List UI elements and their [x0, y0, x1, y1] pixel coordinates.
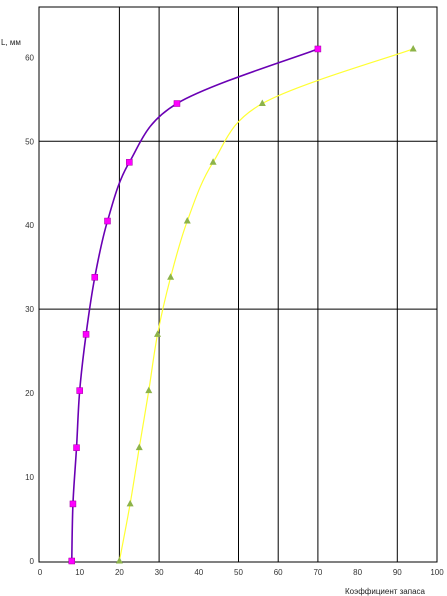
- y-tick-label: 50: [25, 137, 34, 146]
- series-1-point: [76, 387, 83, 394]
- series-2-point: [145, 386, 153, 394]
- series-1-point: [314, 45, 322, 53]
- x-tick-label: 10: [75, 568, 84, 577]
- x-tick-label: 90: [393, 568, 402, 577]
- y-tick-labels: 0 10 20 30 40 50 60: [25, 53, 34, 566]
- series-2-point: [154, 330, 162, 337]
- x-tick-label: 80: [353, 568, 362, 577]
- gridlines: [39, 7, 437, 562]
- series-2-point: [209, 158, 217, 165]
- series-2-point: [183, 217, 191, 224]
- series-1-point: [73, 444, 80, 451]
- series-2-point: [258, 99, 266, 107]
- series-1-point: [104, 217, 111, 225]
- x-tick-label: 20: [115, 568, 124, 577]
- x-tick-label: 70: [313, 568, 322, 577]
- series-1-point: [69, 500, 77, 508]
- y-tick-label: 20: [25, 389, 34, 398]
- x-axis-title: Коэффициент запаса: [345, 587, 426, 596]
- plot-frame: [38, 6, 438, 563]
- x-tick-label: 50: [234, 568, 243, 577]
- y-tick-label: 30: [25, 305, 34, 314]
- series-1-point: [91, 274, 99, 281]
- x-tick-label: 60: [274, 568, 283, 577]
- x-tick-label: 100: [430, 568, 444, 577]
- series-1-point: [82, 331, 90, 338]
- series-2-point: [409, 44, 417, 52]
- y-tick-label: 0: [30, 557, 35, 566]
- x-tick-labels: 0 10 20 30 40 50 60 70 80 90 100: [38, 568, 444, 577]
- y-tick-label: 60: [25, 53, 34, 62]
- series-markers: [68, 44, 417, 565]
- series-2-point: [167, 273, 175, 280]
- y-tick-label: 10: [25, 473, 34, 482]
- series-1-point: [126, 159, 133, 166]
- series-1-point: [173, 100, 181, 107]
- series-2-point: [135, 443, 143, 451]
- y-tick-label: 40: [25, 221, 34, 230]
- x-tick-label: 0: [38, 568, 43, 577]
- x-tick-label: 30: [155, 568, 164, 577]
- x-tick-label: 40: [194, 568, 203, 577]
- y-axis-title: L, мм: [1, 38, 21, 47]
- series-2-point: [115, 557, 123, 564]
- series-1-point: [68, 557, 76, 565]
- series-2-point: [126, 499, 134, 507]
